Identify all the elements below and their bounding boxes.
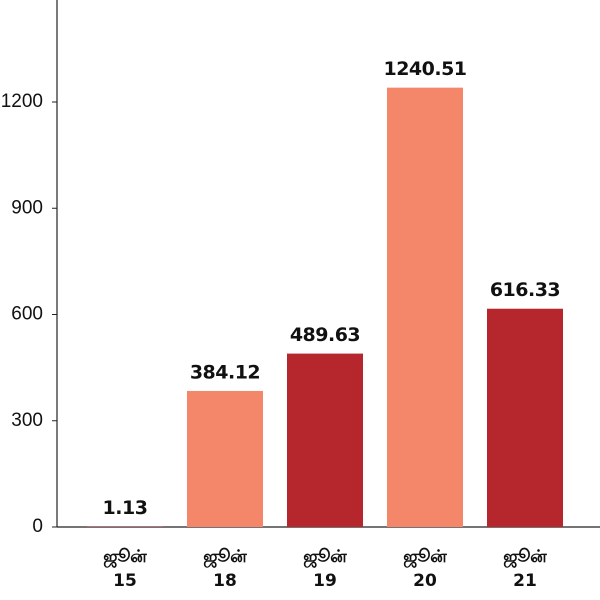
x-tick-label: ஜூன் — [503, 547, 547, 569]
x-tick-label: 18 — [213, 571, 237, 591]
value-label: 384.12 — [190, 361, 260, 383]
value-label: 1240.51 — [383, 58, 466, 80]
value-label: 616.33 — [490, 279, 560, 301]
x-tick-label: ஜூன் — [203, 547, 247, 569]
x-tick-label: 19 — [313, 571, 337, 591]
bar — [487, 308, 563, 527]
bar — [287, 353, 363, 527]
x-tick-label: ஜூன் — [403, 547, 447, 569]
x-tick-label: ஜூன் — [103, 547, 147, 569]
bar — [387, 87, 463, 527]
x-tick-label: ஜூன் — [303, 547, 347, 569]
x-tick-label: 21 — [513, 571, 537, 591]
y-tick-label: 300 — [11, 410, 43, 431]
y-tick-label: 1200 — [1, 91, 43, 112]
y-tick-label: 900 — [11, 197, 43, 218]
x-tick-label: 15 — [113, 571, 137, 591]
bar — [187, 390, 263, 527]
value-label: 1.13 — [103, 497, 148, 519]
value-label: 489.63 — [290, 324, 360, 346]
x-tick-label: 20 — [413, 571, 437, 591]
y-tick-label: 0 — [32, 516, 43, 537]
y-tick-label: 600 — [11, 304, 43, 325]
